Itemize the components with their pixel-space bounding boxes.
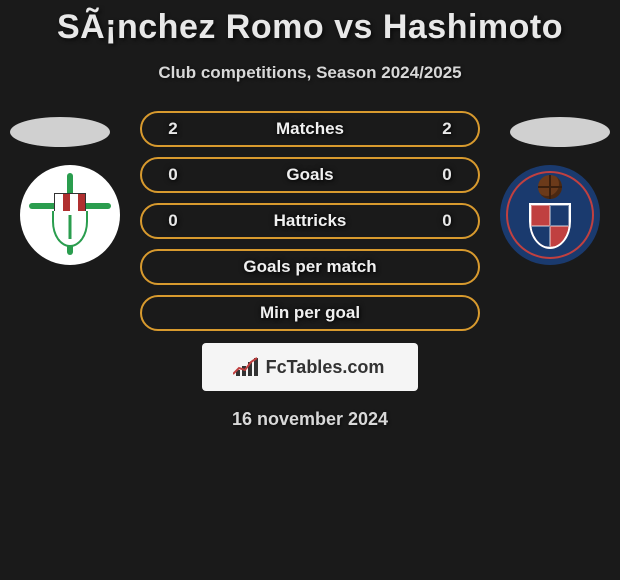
page-subtitle: Club competitions, Season 2024/2025 (0, 63, 620, 83)
stat-row-goals-per-match: Goals per match (140, 249, 480, 285)
player-shadow-left (10, 117, 110, 147)
stat-right-value: 2 (432, 119, 462, 139)
stat-label: Goals (188, 165, 432, 185)
date-text: 16 november 2024 (0, 409, 620, 430)
watermark-text: FcTables.com (266, 357, 385, 378)
eibar-badge (500, 165, 600, 265)
stat-bars: 2 Matches 2 0 Goals 0 0 Hattricks 0 Goal… (140, 111, 480, 331)
stat-label: Hattricks (188, 211, 432, 231)
stat-label: Matches (188, 119, 432, 139)
page-title: SÃ¡nchez Romo vs Hashimoto (0, 0, 620, 47)
stat-left-value: 0 (158, 211, 188, 231)
team-badge-right (500, 165, 600, 265)
bars-icon (236, 358, 258, 376)
team-badge-left (20, 165, 120, 265)
stat-row-matches: 2 Matches 2 (140, 111, 480, 147)
stat-row-hattricks: 0 Hattricks 0 (140, 203, 480, 239)
stat-row-goals: 0 Goals 0 (140, 157, 480, 193)
stat-left-value: 0 (158, 165, 188, 185)
stat-right-value: 0 (432, 165, 462, 185)
stat-label: Goals per match (158, 257, 462, 277)
ferrol-badge (20, 165, 120, 265)
player-shadow-right (510, 117, 610, 147)
fctables-watermark: FcTables.com (202, 343, 418, 391)
comparison-content: 2 Matches 2 0 Goals 0 0 Hattricks 0 Goal… (0, 111, 620, 430)
stat-left-value: 2 (158, 119, 188, 139)
stat-right-value: 0 (432, 211, 462, 231)
stat-row-min-per-goal: Min per goal (140, 295, 480, 331)
stat-label: Min per goal (158, 303, 462, 323)
